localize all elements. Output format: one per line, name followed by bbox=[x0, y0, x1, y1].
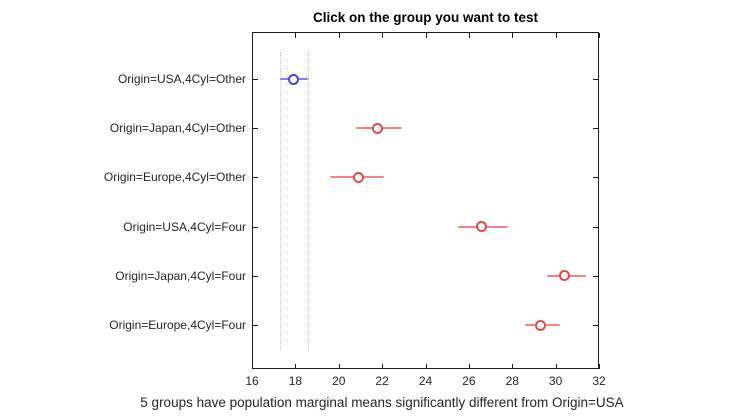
group-label: Origin=USA,4Cyl=Four bbox=[123, 219, 246, 234]
group-mean-marker[interactable] bbox=[534, 319, 546, 331]
x-tick-label: 28 bbox=[505, 374, 519, 388]
group-mean-marker[interactable] bbox=[372, 122, 384, 134]
group-label: Origin=Europe,4Cyl=Other bbox=[103, 170, 246, 185]
y-tick-right bbox=[593, 275, 598, 277]
group-mean-marker[interactable] bbox=[558, 270, 570, 282]
x-tick-top bbox=[252, 33, 253, 38]
y-tick-right bbox=[593, 325, 598, 326]
x-tick-top bbox=[338, 33, 340, 38]
y-tick-right bbox=[593, 128, 598, 130]
group-mean-marker[interactable] bbox=[352, 171, 364, 183]
x-tick bbox=[295, 364, 297, 369]
reference-line bbox=[280, 52, 282, 350]
y-tick bbox=[253, 128, 258, 130]
x-tick-top bbox=[599, 33, 600, 38]
x-tick-label: 30 bbox=[548, 374, 563, 388]
x-tick-label: 24 bbox=[418, 374, 433, 388]
x-tick bbox=[252, 364, 253, 369]
group-label: Origin=Japan,4Cyl=Other bbox=[109, 121, 246, 136]
x-tick-label: 26 bbox=[462, 374, 476, 388]
y-tick bbox=[253, 325, 258, 326]
significance-caption: 5 groups have population marginal means … bbox=[140, 395, 624, 410]
x-tick-top bbox=[512, 33, 514, 38]
y-tick bbox=[253, 79, 258, 80]
x-tick-label: 20 bbox=[332, 374, 346, 388]
x-tick-top bbox=[295, 33, 297, 38]
group-label: Origin=USA,4Cyl=Other bbox=[117, 72, 246, 86]
reference-line bbox=[308, 52, 310, 350]
x-tick bbox=[425, 364, 427, 369]
x-tick-label: 16 bbox=[245, 374, 259, 388]
x-tick-top bbox=[468, 33, 470, 38]
group-label: Origin=Europe,4Cyl=Four bbox=[109, 318, 246, 332]
x-tick-label: 18 bbox=[288, 374, 303, 388]
x-tick-label: 22 bbox=[375, 374, 389, 388]
axes-box bbox=[252, 32, 599, 369]
y-tick bbox=[253, 226, 258, 228]
x-tick-top bbox=[555, 33, 557, 38]
group-label: Origin=Japan,4Cyl=Four bbox=[115, 268, 246, 283]
y-tick-right bbox=[593, 226, 598, 228]
x-tick bbox=[338, 364, 340, 369]
y-tick bbox=[253, 177, 258, 179]
x-tick bbox=[555, 364, 557, 369]
y-tick-right bbox=[593, 177, 598, 179]
y-tick-right bbox=[593, 79, 598, 80]
x-tick-label: 32 bbox=[592, 374, 606, 388]
group-mean-marker[interactable] bbox=[476, 221, 488, 233]
group-mean-marker[interactable] bbox=[287, 73, 299, 85]
y-tick bbox=[253, 275, 258, 277]
x-tick bbox=[512, 364, 514, 369]
chart-title: Click on the group you want to test bbox=[312, 10, 538, 25]
x-tick bbox=[599, 364, 600, 369]
x-tick bbox=[468, 364, 470, 369]
x-tick bbox=[382, 364, 384, 369]
x-tick-top bbox=[382, 33, 384, 38]
x-tick-top bbox=[425, 33, 427, 38]
